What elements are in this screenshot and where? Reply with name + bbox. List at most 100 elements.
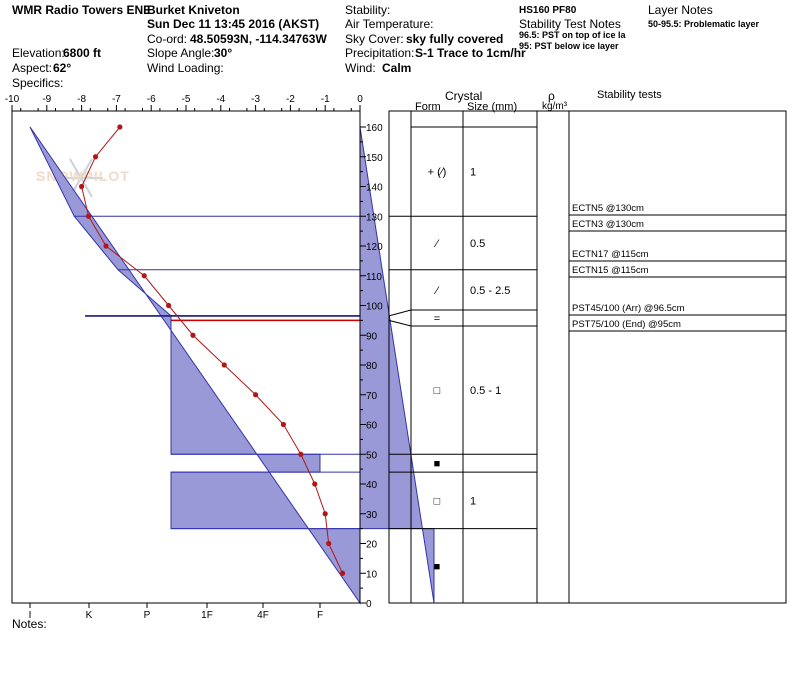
- temperature-point: [312, 481, 318, 487]
- temperature-line: [81, 126, 344, 574]
- stability-test-entry: ECTN17 @115cm: [572, 249, 649, 260]
- temperature-point: [92, 154, 99, 160]
- hardness-axis: I K P 1F 4F F: [29, 603, 323, 621]
- location-name: WMR Radio Towers ENE: [12, 3, 152, 17]
- height-tick-label: 40: [366, 480, 378, 491]
- temperature-point: [141, 273, 147, 279]
- temp-tick-label: -4: [216, 94, 225, 105]
- layer-connector: [388, 309, 412, 317]
- height-tick-label: 50: [366, 450, 378, 461]
- temp-tick-label: -2: [286, 94, 295, 105]
- layer-form: + (⁄): [428, 167, 447, 179]
- sky-cover-value: sky fully covered: [406, 32, 504, 46]
- density-symbol: ρ: [548, 89, 555, 103]
- temp-tick-label: 0: [357, 94, 363, 105]
- temp-tick-label: -7: [112, 94, 121, 105]
- height-tick-label: 30: [366, 510, 378, 521]
- aspect-label: Aspect:: [12, 61, 53, 75]
- layer-connector: [388, 319, 412, 327]
- temp-tick-label: -9: [42, 94, 51, 105]
- stability-test-entry: PST45/100 (Arr) @96.5cm: [572, 303, 685, 314]
- stability-test-table: ECTN5 @130cm ECTN3 @130cm ECTN17 @115cm ECT…: [569, 203, 786, 332]
- elevation-value: 6800 ft: [63, 46, 102, 60]
- layer-note: 50-95.5: Problematic layer: [648, 19, 760, 29]
- hardness-tick-label: I: [29, 610, 32, 621]
- temperature-point: [322, 511, 328, 517]
- stability-test-entry: ECTN5 @130cm: [572, 203, 644, 214]
- temp-tick-label: -8: [77, 94, 86, 105]
- layer-size: 0.5 - 2.5: [470, 285, 510, 297]
- stability-tests-header: Stability tests: [597, 89, 662, 101]
- temp-tick-label: -6: [147, 94, 156, 105]
- stability-note-1: 96.5: PST on top of ice la: [519, 30, 626, 40]
- height-tick-label: 100: [366, 302, 383, 313]
- layer-notes-label: Layer Notes: [648, 3, 713, 17]
- height-tick-label: 110: [366, 272, 382, 283]
- layer-table: + (⁄) 1 ⁄ 0.5 ⁄ 0.5 - 2.5 = □ 0.5 - 1 ■ □ 1 ■: [388, 110, 787, 604]
- precipitation-value: S-1 Trace to 1cm/hr: [415, 46, 526, 60]
- height-tick-label: 60: [366, 421, 378, 432]
- hardness-profile: [29, 126, 435, 605]
- hardness-tick-label: F: [317, 610, 323, 621]
- height-tick-label: 70: [366, 391, 378, 402]
- height-tick-label: 120: [366, 242, 383, 253]
- height-axis: 0 10 20 30 40 50 60 70 80 90 100 110 120 130 140 150 160: [360, 123, 383, 610]
- height-tick-label: 90: [366, 331, 378, 342]
- temperature-point: [280, 421, 287, 428]
- stability-label: Stability:: [345, 3, 391, 17]
- elevation-label: Elevation:: [12, 46, 65, 60]
- coord-label: Co-ord:: [147, 32, 188, 46]
- temperature-point: [190, 332, 196, 338]
- aspect-value: 62°: [53, 61, 72, 75]
- height-tick-label: 80: [366, 361, 378, 372]
- layer-size: 0.5: [470, 238, 485, 250]
- density-unit: kg/m³: [542, 101, 567, 112]
- wind-label: Wind:: [345, 61, 376, 75]
- layer-form: □: [434, 385, 441, 397]
- height-tick-label: 0: [366, 599, 372, 610]
- stability-test-entry: ECTN15 @115cm: [572, 265, 649, 276]
- temperature-point: [340, 570, 346, 576]
- temp-tick-label: -1: [321, 94, 330, 105]
- crystal-header: Crystal: [445, 89, 483, 103]
- notes-label: Notes:: [12, 617, 47, 631]
- temperature-point: [79, 183, 85, 190]
- wind-loading-label: Wind Loading:: [147, 61, 224, 75]
- temperature-axis: -10 -9 -8 -7 -6 -5 -4 -3 -2 -1 0: [5, 94, 363, 112]
- height-tick-label: 140: [366, 183, 383, 194]
- observation-datetime: Sun Dec 11 13:45 2016 (AKST): [147, 17, 320, 31]
- wind-value: Calm: [382, 61, 412, 75]
- height-tick-label: 20: [366, 540, 378, 551]
- temp-tick-label: -10: [5, 94, 20, 105]
- layer-form: ⁄: [433, 238, 440, 250]
- temperature-point: [326, 540, 332, 547]
- slope-label: Slope Angle:: [147, 46, 215, 60]
- sky-cover-label: Sky Cover:: [345, 32, 404, 46]
- temperature-point: [85, 213, 92, 219]
- temperature-point: [221, 362, 227, 368]
- temperature-point: [166, 302, 172, 309]
- height-tick-label: 130: [366, 212, 383, 223]
- coord-value: 48.50593N, -114.34763W: [190, 32, 327, 46]
- height-tick-label: 150: [366, 153, 383, 164]
- stability-test-entry: PST75/100 (End) @95cm: [572, 319, 681, 330]
- layer-form: ■: [434, 561, 441, 573]
- hardness-tick-label: K: [86, 610, 93, 621]
- layer-form: ⁄: [433, 285, 440, 297]
- specifics-label: Specifics:: [12, 76, 64, 90]
- temperature-point: [298, 451, 304, 457]
- temperature-profile: [79, 124, 346, 576]
- temperature-point: [117, 124, 123, 130]
- air-temp-label: Air Temperature:: [345, 17, 434, 31]
- layer-size: 1: [470, 167, 476, 179]
- stability-note-2: 95: PST below ice layer: [519, 41, 619, 51]
- stability-notes-label: Stability Test Notes: [519, 17, 621, 31]
- size-header: Size (mm): [467, 101, 518, 113]
- temp-tick-label: -5: [182, 94, 191, 105]
- layer-size: 0.5 - 1: [470, 385, 501, 397]
- hardness-tick-label: P: [144, 610, 151, 621]
- hs-pf-value: HS160 PF80: [519, 5, 577, 16]
- table-frame: [388, 110, 787, 604]
- temperature-point: [253, 392, 259, 398]
- hardness-tick-label: 1F: [201, 610, 213, 621]
